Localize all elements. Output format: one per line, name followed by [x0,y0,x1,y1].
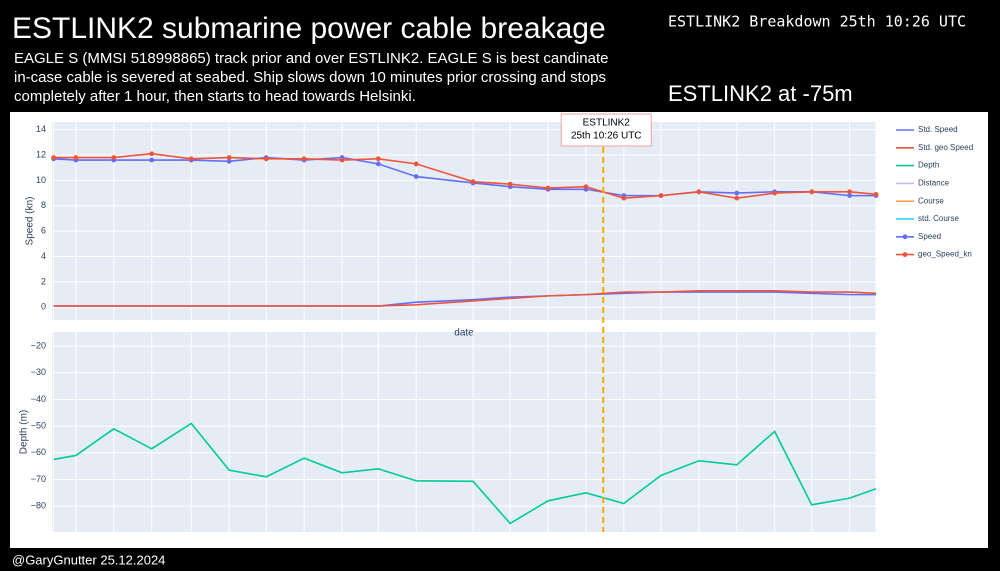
depth-note: ESTLINK2 at -75m [668,81,853,106]
annotation-text: ESTLINK2 [583,118,631,129]
description: completely after 1 hour, then starts to … [14,88,416,105]
marker [188,156,194,162]
legend-label: geo_Speed_kn [918,250,972,259]
annotation-box [560,113,652,147]
y-tick-label: 2 [41,276,46,286]
marker [873,191,879,197]
y2-tick-label: −80 [31,501,46,511]
marker [658,193,664,199]
y-tick-label: 12 [36,149,46,159]
marker [696,189,702,195]
description: EAGLE S (MMSI 518998865) track prior and… [14,50,608,67]
series-line [53,422,877,525]
y-tick-label: 6 [41,226,46,236]
y-tick-label: 14 [36,124,46,134]
y2-tick-label: −60 [31,447,46,457]
marker [149,151,155,157]
y2-tick-label: −50 [31,421,46,431]
y2-tick-label: −40 [31,394,46,404]
marker [545,185,551,191]
marker [51,155,57,160]
legend-label: Std. geo Speed [918,143,973,152]
y2-tick-label: −20 [31,341,46,351]
marker [772,190,778,196]
marker [263,156,269,162]
marker [413,161,419,167]
marker [847,193,853,199]
marker [621,195,627,201]
marker [847,189,853,195]
title: ESTLINK2 submarine power cable breakage [12,12,606,45]
marker [149,157,155,163]
legend-label: Distance [918,179,950,188]
marker [73,155,79,160]
marker [226,155,232,160]
y2-tick-label: −30 [31,367,46,377]
marker [301,156,307,162]
y2-axis-label: Depth (m) [19,410,30,454]
legend-marker [902,252,908,257]
marker [375,161,381,167]
plot-area [52,332,876,532]
marker [734,195,740,201]
legend-marker [902,234,908,240]
legend-label: Speed [918,232,941,241]
legend-label: Depth [918,161,939,170]
marker [507,181,513,187]
marker [734,190,740,196]
description: in-case cable is severed at seabed. Ship… [14,69,606,86]
legend-label: Std. Speed [918,125,958,134]
legend-label: std. Course [918,214,959,223]
marker [339,157,345,163]
annotation-text: 25th 10:26 UTC [571,131,642,142]
legend-label: Course [918,196,944,205]
marker [809,189,815,195]
marker [111,155,117,160]
marker [375,156,381,162]
y-tick-label: 4 [41,251,46,261]
y-axis-label: Speed (kn) [25,197,36,246]
x-axis-label: date [454,328,474,339]
footer: @GaryGnutter 25.12.2024 [12,552,165,567]
marker [226,158,232,164]
y2-tick-label: −70 [31,474,46,484]
y-tick-label: 0 [41,302,46,312]
y-tick-label: 8 [41,200,46,210]
marker [413,174,419,179]
series-line [53,290,877,307]
y-tick-label: 10 [36,175,46,185]
marker [470,179,476,185]
header-right: ESTLINK2 Breakdown 25th 10:26 UTC [668,13,966,31]
marker [583,184,589,190]
